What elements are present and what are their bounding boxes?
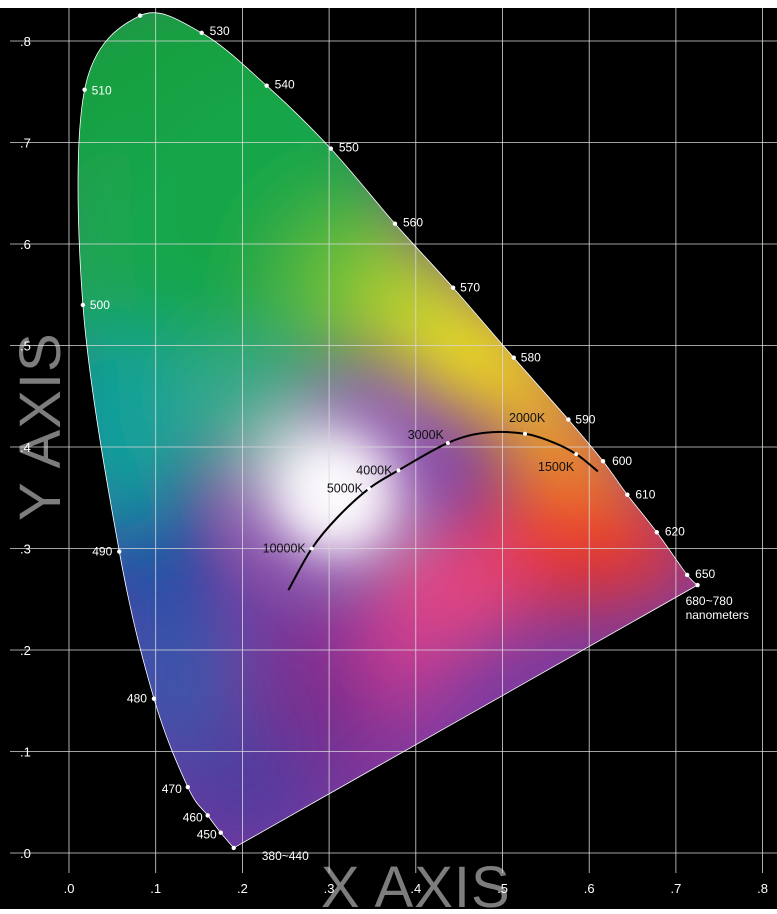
temperature-label: 2000K <box>509 411 546 425</box>
wavelength-label: 600 <box>612 454 632 468</box>
wavelength-point <box>600 459 606 464</box>
wavelength-label: 550 <box>339 141 359 155</box>
wavelength-point <box>199 30 204 36</box>
wavelength-point <box>151 696 157 701</box>
x-tick-label: .2 <box>237 881 248 896</box>
wavelength-point <box>218 830 223 835</box>
wavelength-label: 520 <box>130 0 150 9</box>
wavelength-point <box>625 492 630 497</box>
wavelength-point <box>205 813 210 818</box>
wavelength-point <box>264 83 269 88</box>
x-axis-ticks: .0 .1 .2 .3 .4 .5 .6 .7 .8 <box>64 881 768 896</box>
temperature-point <box>445 440 450 445</box>
x-tick-label: .3 <box>324 881 335 896</box>
wavelength-label: 380~440 <box>262 849 309 863</box>
wavelength-point <box>185 784 190 790</box>
wavelength-label: 560 <box>403 216 423 230</box>
x-tick-label: .1 <box>150 881 161 896</box>
wavelength-label: 450 <box>197 828 217 842</box>
wavelength-label: 480 <box>127 692 147 706</box>
y-axis-title: Y AXIS <box>8 332 73 521</box>
wavelength-point <box>695 582 700 588</box>
y-tick-label: .1 <box>20 745 31 760</box>
temperature-label: 5000K <box>327 482 364 496</box>
wavelength-point <box>137 13 143 18</box>
x-tick-label: .5 <box>497 881 508 896</box>
temperature-label: 4000K <box>356 463 393 477</box>
grid-lines <box>10 8 777 873</box>
temperature-point <box>309 546 314 551</box>
wavelength-label: 620 <box>665 524 685 538</box>
x-tick-label: .4 <box>410 881 421 896</box>
axis-titles: X AXIS Y AXIS <box>8 332 511 914</box>
y-tick-label: .5 <box>20 339 31 354</box>
wavelength-label: 500 <box>90 298 110 312</box>
wavelength-point <box>654 530 660 535</box>
wavelength-label: 470 <box>162 782 182 796</box>
wavelength-point <box>450 285 456 290</box>
x-tick-label: .6 <box>584 881 595 896</box>
wavelength-label: 590 <box>575 413 595 427</box>
wavelength-point <box>511 355 516 360</box>
temperature-label: 1500K <box>538 460 575 474</box>
temperature-point <box>396 468 401 473</box>
x-tick-label: .8 <box>757 881 768 896</box>
wavelength-label: 580 <box>521 351 541 365</box>
y-tick-label: .3 <box>20 542 31 557</box>
temperature-label: 3000K <box>408 428 445 442</box>
wavelength-point <box>80 302 86 308</box>
y-axis-ticks: .0.1.2.3.4.5.6.7.8.9 <box>20 34 31 861</box>
wavelength-label: 540 <box>275 78 295 92</box>
color-temperature-markers: 10000K 5000K 4000K 3000K 2000K 1500K <box>263 411 579 556</box>
wavelength-point <box>82 87 87 92</box>
y-tick-label: .0 <box>20 846 31 861</box>
y-tick-label: .2 <box>20 643 31 658</box>
y-tick-label: .8 <box>20 34 31 49</box>
wavelength-label: 570 <box>460 281 480 295</box>
wavelength-label: 680~780 nanometers <box>686 594 749 622</box>
wavelength-point <box>328 146 334 151</box>
wavelength-label: 610 <box>635 488 655 502</box>
wavelength-point <box>117 549 122 554</box>
temperature-point <box>574 452 579 457</box>
y-tick-label: .4 <box>20 440 31 455</box>
y-tick-label: .6 <box>20 237 31 252</box>
wavelength-label: 650 <box>695 567 715 581</box>
wavelength-point <box>566 417 571 422</box>
wavelength-label: 460 <box>183 810 203 824</box>
wavelength-label: 530 <box>210 24 230 38</box>
temperature-point <box>523 431 528 436</box>
x-tick-label: .7 <box>670 881 681 896</box>
y-tick-label: .7 <box>20 136 31 151</box>
wavelength-label: 490 <box>92 545 112 559</box>
wavelength-label: 510 <box>92 84 112 98</box>
wavelength-point <box>392 221 398 226</box>
temperature-point <box>366 486 371 491</box>
wavelength-point <box>231 845 236 851</box>
temperature-label: 10000K <box>263 542 307 556</box>
x-axis-title: X AXIS <box>321 855 511 909</box>
x-tick-label: .0 <box>64 881 75 896</box>
wavelength-point <box>684 572 690 578</box>
